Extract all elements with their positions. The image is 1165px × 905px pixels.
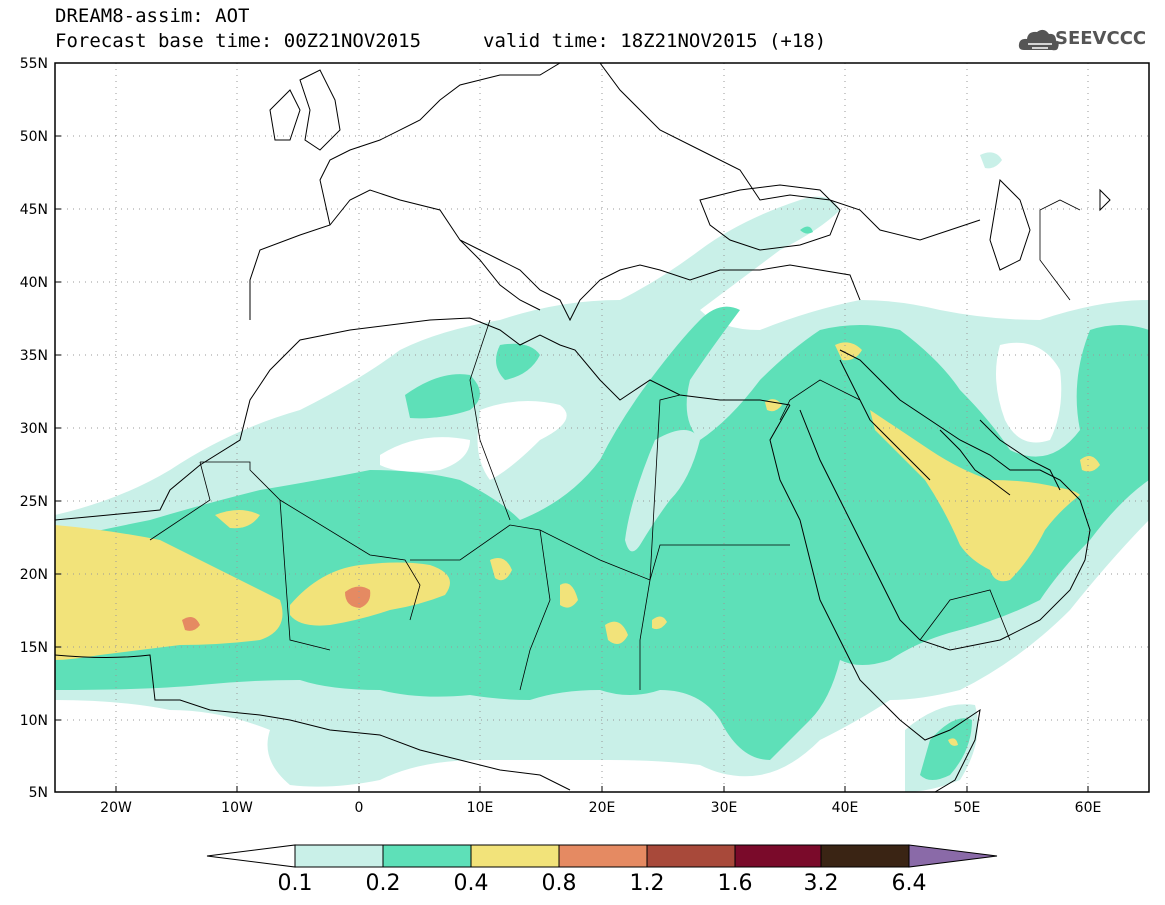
map-gridlines [55,63,1149,792]
colorbar-label: 1.6 [718,871,753,896]
colorbar-segment [820,844,910,868]
colorbar-over [908,844,998,868]
axis-ticks [55,62,1089,793]
lon-label: 40E [832,800,859,816]
colorbar-label: 0.2 [366,871,401,896]
colorbar-labels: 0.1 0.2 0.4 0.8 1.2 1.6 3.2 6.4 [278,871,927,896]
aot-level-0.1-caspian [980,152,1002,169]
aot-level-0.4-blob [765,399,782,412]
aot-level-0.2-algeria [405,374,480,419]
colorbar-label: 0.1 [278,871,313,896]
lon-label: 0 [355,800,364,816]
lon-label: 30E [711,800,738,816]
cloud-icon [1018,29,1059,51]
aot-level-0.4-westafrica [55,525,283,660]
aot-level-0.2-blacksea [800,226,813,234]
lon-label: 20W [100,800,132,816]
country-borders [149,199,1081,691]
lat-label: 30N [20,421,48,437]
aot-level-0.1-gulfguinea [300,690,390,754]
coastlines [55,63,1111,792]
colorbar-label: 6.4 [892,871,927,896]
lon-label: 10E [467,800,494,816]
aot-level-0.4-blob [605,621,628,644]
lat-label: 20N [20,567,48,583]
colorbar-label: 0.4 [454,871,489,896]
lat-label: 50N [20,129,48,145]
aot-level-0.4-blob [835,342,862,361]
colorbar-under [206,844,296,868]
lon-label: 10W [221,800,253,816]
colorbar-segment [646,844,736,868]
lat-label: 45N [20,202,48,218]
aot-clean-area [477,401,567,480]
aot-level-0.8-mali [345,586,371,608]
forecast-base-time: Forecast base time: 00Z21NOV2015 [55,30,422,52]
lon-label: 60E [1075,800,1102,816]
colorbar [206,844,998,868]
colorbar-label: 0.8 [542,871,577,896]
colorbar-segment [294,844,384,868]
colorbar-label: 1.2 [630,871,665,896]
aot-level-0.4-blob [948,738,958,746]
aot-clean-area [996,342,1062,443]
colorbar-segment [470,844,560,868]
aot-clean-area [380,437,470,472]
lat-label: 55N [20,56,48,72]
aot-level-0.2-tunisia [496,343,540,380]
aot-contours [55,152,1149,792]
longitude-labels: 20W 10W 0 10E 20E 30E 40E 50E 60E [100,800,1101,816]
valid-time: valid time: 18Z21NOV2015 (+18) [483,30,827,52]
aot-level-0.4-blob [1080,456,1100,472]
lat-label: 40N [20,275,48,291]
lat-label: 5N [29,785,48,801]
colorbar-label: 3.2 [804,871,839,896]
lat-label: 35N [20,348,48,364]
aot-level-0.4-blob [560,583,578,608]
lon-label: 50E [954,800,981,816]
aot-level-0.4-blob [652,616,667,630]
lat-label: 25N [20,494,48,510]
latitude-labels: 55N 50N 45N 40N 35N 30N 25N 20N 15N 10N … [20,56,48,801]
lat-label: 10N [20,713,48,729]
lat-label: 15N [20,640,48,656]
aot-level-0.4-arabia [870,410,1080,582]
colorbar-segment [382,844,472,868]
seevccc-logo: SEEVCCC [1055,28,1147,49]
map-title: DREAM8-assim: AOT [55,5,250,27]
colorbar-segment [558,844,648,868]
lon-label: 20E [589,800,616,816]
aot-level-0.2-somalia [920,718,972,780]
aot-level-0.1-libya [625,430,700,552]
aot-level-0.4-blob [490,557,512,581]
aot-level-0.8-senegal [182,616,200,631]
colorbar-segment [734,844,822,868]
